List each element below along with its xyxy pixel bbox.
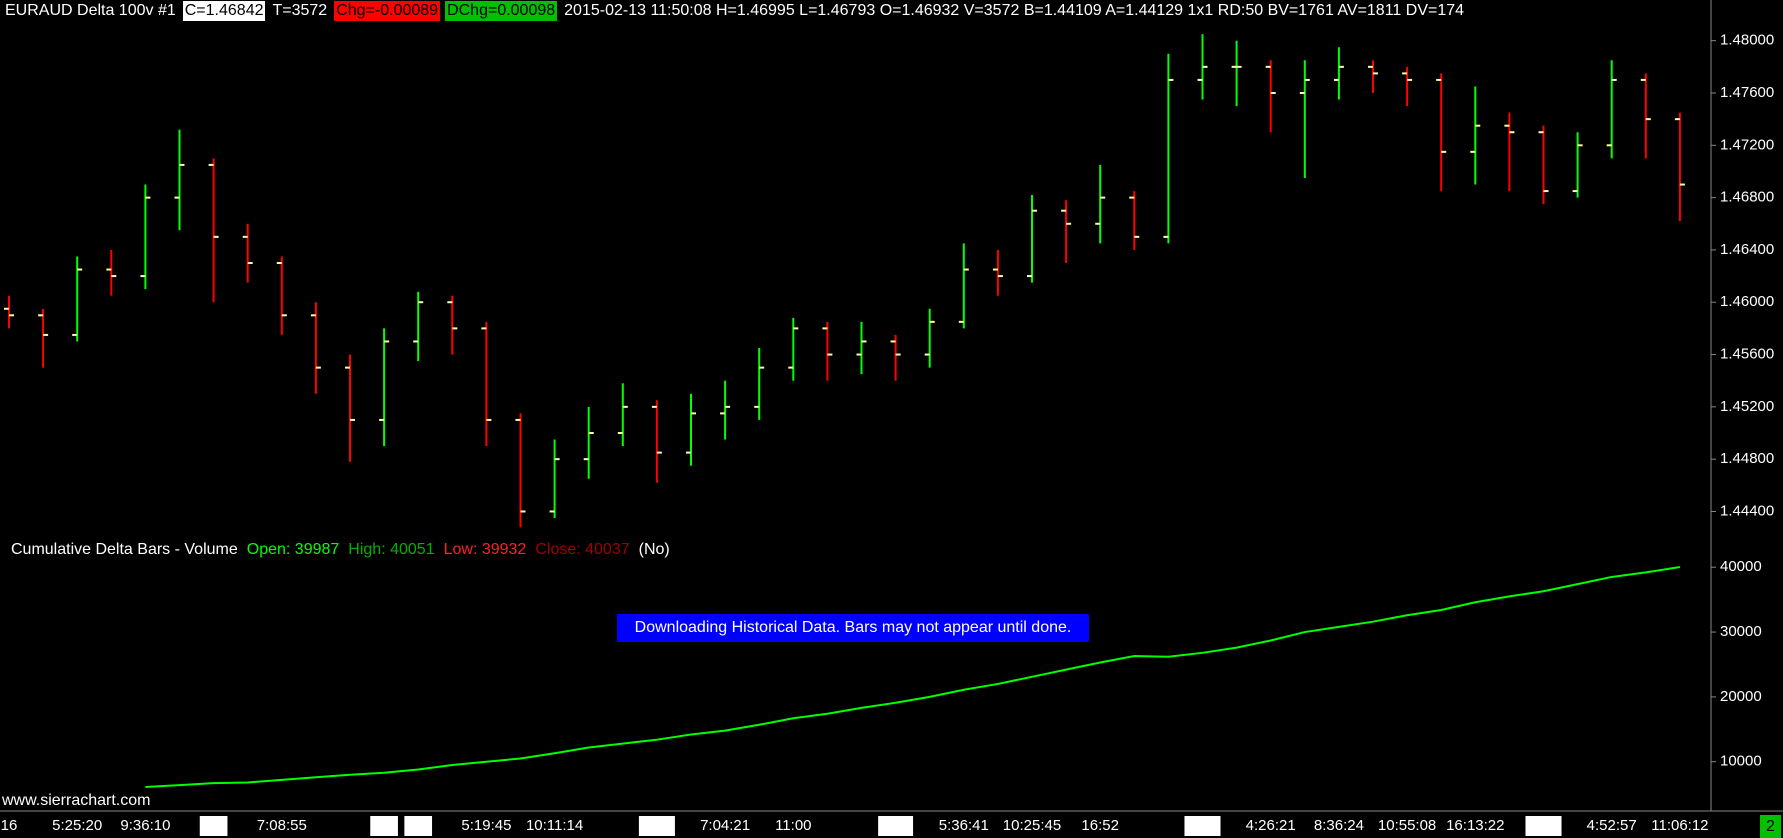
y-tick-label: 1.46000 [1720,293,1774,310]
date-box [1184,816,1221,836]
x-tick-group: 2-12 [1184,816,1221,836]
x-tick-label: 7:08:55 [257,817,307,834]
ticks: T=3572 [272,2,328,19]
x-tick-label: 16 [1,817,18,834]
x-tick-group: 11:00 [775,817,811,834]
x-tick-group: 8:36:24 [1314,817,1364,834]
x-tick-group: 11:06:12 [1651,817,1708,834]
x-tick-group: 10:55:08 [1378,817,1436,834]
date-box [404,816,433,836]
y-tick-label: 1.48000 [1720,32,1774,49]
y-tick-label: 40000 [1720,558,1762,575]
x-tick-group: 4:26:21 [1246,817,1296,834]
header-bar: EURAUD Delta 100v #1 C=1.46842 T=3572 Ch… [3,0,1466,22]
x-tick-group: 2-6 [199,816,228,836]
x-tick-label: 10:55:08 [1378,817,1436,834]
study-open: Open: 39987 [246,541,340,558]
y-tick-label: 1.47200 [1720,136,1774,153]
x-tick-label: 4:26:21 [1246,817,1296,834]
y-tick-label: 10000 [1720,753,1762,770]
study-name: Cumulative Delta Bars - Volume [11,541,238,558]
x-tick-label: 16:13:22 [1446,817,1504,834]
x-tick-label: 5:19:45 [461,817,511,834]
date-box [370,816,398,836]
x-tick-group: 2-8 [370,816,398,836]
x-tick-label: 9:36:10 [120,817,170,834]
x-tick-label: 2-12 [1187,817,1217,834]
symbol: EURAUD Delta 100v #1 [5,2,176,19]
x-tick-label: 2-10 [642,817,672,834]
bar-info: 2015-02-13 11:50:08 H=1.46995 L=1.46793 … [564,2,1465,19]
x-tick-group: 16:52 [1081,817,1119,834]
date-box [1525,816,1562,836]
y-tick-label: 1.46400 [1720,241,1774,258]
y-tick-label: 30000 [1720,623,1762,640]
study-close: Close: 40037 [535,541,630,558]
download-notice: Downloading Historical Data. Bars may no… [617,614,1089,642]
x-tick-group: 5:25:20 [52,817,102,834]
x-tick-group: 10:25:45 [1003,817,1061,834]
x-tick-group: 2-10 [638,816,675,836]
date-box [878,816,914,836]
y-tick-label: 1.45600 [1720,346,1774,363]
x-tick-group: 5:19:45 [461,817,511,834]
x-tick-group: 4:52:57 [1587,817,1637,834]
x-tick-group: 16 [1,817,18,834]
x-tick-label: 8:36:24 [1314,817,1364,834]
x-tick-group: 9:36:10 [120,817,170,834]
last-price: C=1.46842 [182,1,266,21]
x-tick-label: 2-13 [1528,817,1558,834]
date-box [638,816,675,836]
x-tick-label: 2-6 [203,817,225,834]
date-box [199,816,228,836]
x-tick-label: 5:25:20 [52,817,102,834]
x-tick-label: 2-9 [407,817,429,834]
study-high: High: 40051 [348,541,435,558]
x-tick-label: 10:25:45 [1003,817,1061,834]
x-tick-group: 2-11 [878,816,914,836]
change: Chg=-0.00089 [334,1,441,21]
watermark: www.sierrachart.com [2,792,151,809]
x-tick-label: 2-8 [373,817,395,834]
x-tick-label: 16:52 [1081,817,1119,834]
x-tick-group: 10:11:14 [526,817,583,834]
x-tick-label: 4:52:57 [1587,817,1637,834]
daily-change: DChg=0.00098 [445,1,558,21]
cumulative-delta-line [145,566,1681,789]
x-tick-label: 2-11 [881,817,910,834]
x-tick-label: 5:36:41 [939,817,989,834]
status-badge: 2 [1760,815,1781,838]
y-tick-label: 1.44400 [1720,502,1774,519]
study-status: (No) [638,541,670,558]
x-tick-group: 7:04:21 [700,817,750,834]
y-tick-label: 1.44800 [1720,450,1774,467]
x-tick-label: 10:11:14 [526,817,583,834]
y-tick-label: 1.45200 [1720,398,1774,415]
y-tick-label: 20000 [1720,688,1762,705]
x-tick-group: 2-13 [1525,816,1562,836]
study-low: Low: 39932 [443,541,527,558]
x-tick-label: 11:00 [775,817,811,834]
x-tick-label: 11:06:12 [1651,817,1708,834]
study-label: Cumulative Delta Bars - Volume Open: 399… [11,541,670,559]
y-tick-label: 1.46800 [1720,189,1774,206]
x-tick-group: 5:36:41 [939,817,989,834]
x-tick-label: 7:04:21 [700,817,750,834]
x-tick-group: 16:13:22 [1446,817,1504,834]
y-tick-label: 1.47600 [1720,84,1774,101]
x-tick-group: 2-9 [404,816,433,836]
x-tick-group: 7:08:55 [257,817,307,834]
